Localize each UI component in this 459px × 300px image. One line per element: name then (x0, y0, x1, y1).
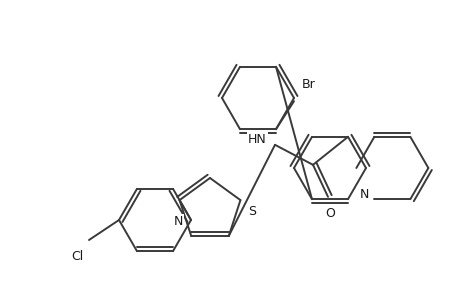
Text: HN: HN (248, 133, 266, 146)
Text: N: N (359, 188, 369, 201)
Text: S: S (248, 205, 256, 218)
Text: N: N (174, 215, 183, 228)
Text: O: O (325, 207, 334, 220)
Text: Cl: Cl (72, 250, 84, 263)
Text: Br: Br (302, 78, 315, 91)
